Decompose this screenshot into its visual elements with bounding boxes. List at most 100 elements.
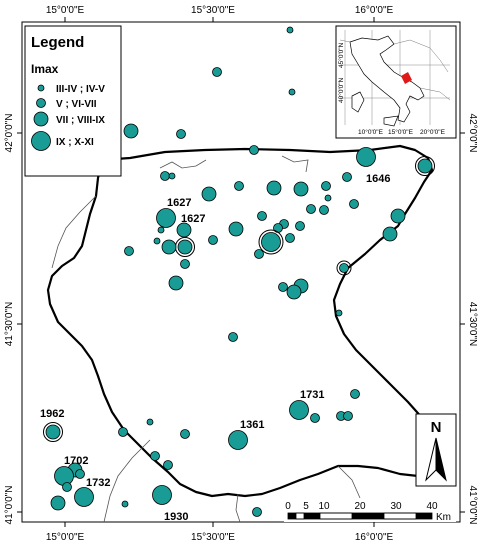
marker-ring <box>415 156 435 176</box>
earthquake-marker <box>288 88 296 96</box>
event-label: 1702 <box>64 455 88 467</box>
earthquake-marker <box>417 158 433 174</box>
earthquake-marker <box>161 239 177 255</box>
north-arrow-icon <box>435 437 447 482</box>
earthquake-marker <box>335 309 343 317</box>
scale-bar-tick-label: 0 <box>285 501 291 512</box>
inset-map: 45°0'0"N 40°0'0"N 10°0'0"E 15°0'0"E 20°0… <box>335 25 457 139</box>
earthquake-marker <box>50 495 66 511</box>
legend-title: Legend <box>31 34 84 51</box>
marker-ring <box>336 260 352 276</box>
earthquake-marker <box>152 485 172 505</box>
earthquake-marker <box>74 487 94 507</box>
bottom-tick-label: 15°0'0"E <box>46 532 85 543</box>
legend-symbol <box>31 131 51 151</box>
earthquake-marker <box>228 430 248 450</box>
scale-bar-tick-label: 5 <box>303 501 309 512</box>
scale-bar-tick-label: 20 <box>354 501 366 512</box>
event-label: 1361 <box>240 419 264 431</box>
earthquake-marker <box>249 145 259 155</box>
legend-item-label: IX ; X-XI <box>56 137 94 148</box>
earthquake-marker <box>45 424 61 440</box>
inset-study-area <box>401 72 412 84</box>
inset-neighbours <box>339 39 451 101</box>
earthquake-marker <box>212 67 222 77</box>
event-label: 1732 <box>86 477 110 489</box>
scale-bar: 0 5 10 20 30 40 Km <box>284 498 456 523</box>
right-tick-label: 42°0'0"N <box>467 114 478 153</box>
earthquake-marker <box>321 181 331 191</box>
earthquake-marker <box>324 194 332 202</box>
event-label: 1731 <box>300 389 324 401</box>
earthquake-marker <box>121 500 129 508</box>
earthquake-markers <box>43 26 435 517</box>
earthquake-marker <box>343 411 353 421</box>
event-label: 1962 <box>40 408 64 420</box>
earthquake-marker <box>228 332 238 342</box>
earthquake-marker <box>310 413 320 423</box>
scale-bar-unit: Km <box>436 512 451 523</box>
scale-bar-tick-label: 40 <box>426 501 438 512</box>
inset-lat-label: 45°0'0"N <box>337 42 345 68</box>
earthquake-marker <box>349 199 359 209</box>
inset-italy-outline <box>349 35 425 127</box>
earthquake-marker <box>306 204 316 214</box>
top-tick-label: 16°0'0"E <box>355 5 394 16</box>
inset-lat-label: 40°0'0"N <box>337 77 345 103</box>
earthquake-marker <box>75 469 85 479</box>
earthquake-marker <box>254 249 264 259</box>
earthquake-marker <box>153 237 161 245</box>
marker-ring <box>258 229 284 255</box>
earthquake-marker <box>286 26 294 34</box>
earthquake-marker <box>390 208 406 224</box>
earthquake-marker <box>293 181 309 197</box>
earthquake-marker <box>339 263 349 273</box>
left-tick-label: 41°30'0"N <box>4 302 15 347</box>
earthquake-marker <box>228 221 244 237</box>
north-arrow: N <box>415 413 457 487</box>
inset-lon-label: 20°0'0"E <box>420 128 446 136</box>
earthquake-marker <box>295 221 305 231</box>
earthquake-marker <box>124 246 134 256</box>
earthquake-marker <box>289 400 309 420</box>
earthquake-marker <box>208 235 218 245</box>
event-label: 1646 <box>366 173 390 185</box>
earthquake-marker <box>252 507 262 517</box>
earthquake-marker <box>118 427 128 437</box>
earthquake-marker <box>168 172 176 180</box>
scale-bar-tick-label: 30 <box>390 501 402 512</box>
top-tick-label: 15°30'0"E <box>191 5 235 16</box>
earthquake-marker <box>177 239 193 255</box>
event-label: 1627 <box>167 197 191 209</box>
map-frame <box>21 21 461 523</box>
earthquake-marker <box>180 259 190 269</box>
earthquake-marker <box>176 222 192 238</box>
right-tick-label: 41°0'0"N <box>467 486 478 525</box>
bottom-tick-label: 16°0'0"E <box>355 532 394 543</box>
earthquake-marker <box>168 275 184 291</box>
earthquake-marker <box>285 233 295 243</box>
legend-subtitle: Imax <box>31 62 59 76</box>
earthquake-marker <box>266 180 282 196</box>
legend: Legend Imax III-IV ; IV-V V ; VI-VII VII ;… <box>24 25 122 177</box>
left-tick-label: 41°0'0"N <box>4 486 15 525</box>
right-tick-label: 41°30'0"N <box>467 302 478 347</box>
earthquake-marker <box>62 482 72 492</box>
earthquake-marker <box>176 129 186 139</box>
earthquake-marker <box>234 181 244 191</box>
earthquake-marker <box>157 226 165 234</box>
event-label: 1627 <box>181 213 205 225</box>
earthquake-marker <box>350 389 360 399</box>
legend-symbol <box>37 84 45 92</box>
secondary-boundary <box>51 155 361 523</box>
earthquake-marker <box>160 171 170 181</box>
earthquake-marker <box>146 418 154 426</box>
earthquake-marker <box>180 429 190 439</box>
bottom-tick-label: 15°30'0"E <box>191 532 235 543</box>
north-arrow-label: N <box>431 419 442 436</box>
left-tick-label: 42°0'0"N <box>4 114 15 153</box>
scale-bar-tick-label: 10 <box>318 501 330 512</box>
top-tick-label: 15°0'0"E <box>46 5 85 16</box>
earthquake-marker <box>163 460 173 470</box>
